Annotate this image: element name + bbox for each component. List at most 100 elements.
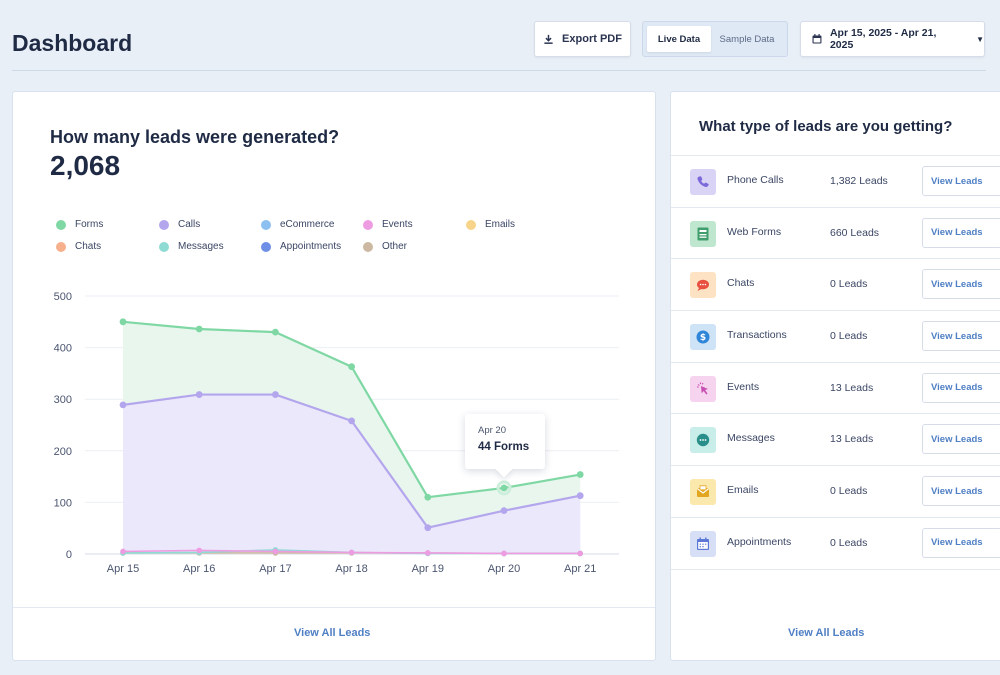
date-range-label: Apr 15, 2025 - Apr 21, 2025 <box>829 27 937 51</box>
x-tick-label: Apr 18 <box>335 563 367 575</box>
tooltip-value: 44 Forms <box>478 441 530 453</box>
lead-type-row-messages: Messages 13 Leads View Leads <box>671 414 1000 467</box>
calendar-icon <box>812 34 822 44</box>
calendar-icon <box>690 530 716 557</box>
chart-title: How many leads were generated? <box>50 127 340 147</box>
legend-item-chats[interactable]: Chats <box>56 241 101 252</box>
sample-data-tab[interactable]: Sample Data <box>719 33 775 45</box>
legend-item-ecommerce[interactable]: eCommerce <box>261 219 334 230</box>
export-pdf-button[interactable]: Export PDF <box>534 21 631 57</box>
lead-type-count: 1,382 Leads <box>830 175 888 187</box>
point-events <box>272 548 279 555</box>
point-forms <box>119 318 127 326</box>
download-icon <box>544 34 553 44</box>
x-tick-label: Apr 15 <box>107 563 139 575</box>
y-tick-label: 500 <box>54 291 72 303</box>
lead-type-name: Messages <box>727 432 775 445</box>
lead-types-title: What type of leads are you getting? <box>699 118 953 135</box>
point-events <box>348 549 355 556</box>
lead-type-count: 0 Leads <box>830 330 868 343</box>
point-calls <box>272 391 279 398</box>
leads-line-chart: 0 100 200 300 400 500 Apr 15 Apr 16 Apr 17 Apr 18… <box>54 291 619 575</box>
legend-dot <box>466 219 476 230</box>
message-icon <box>690 427 716 454</box>
live-data-tab[interactable]: Live Data <box>647 26 711 52</box>
lead-type-count: 13 Leads <box>830 381 874 394</box>
legend-label: Forms <box>75 219 104 230</box>
leads-total: 2,068 <box>50 150 121 181</box>
envelope-icon <box>690 479 716 506</box>
view-leads-button[interactable]: View Leads <box>922 269 1000 300</box>
chat-icon <box>690 272 716 299</box>
legend-label: Chats <box>75 241 102 252</box>
lead-type-count: 0 Leads <box>830 278 868 291</box>
view-leads-button[interactable]: View Leads <box>922 166 1000 196</box>
lead-type-row-emails: Emails 0 Leads View Leads <box>671 466 1000 518</box>
y-tick-label: 200 <box>54 446 72 458</box>
lead-type-row-appointments: Appointments 0 Leads View Leads <box>671 518 1000 570</box>
cursor-click-icon <box>690 375 716 402</box>
point-forms <box>195 325 203 333</box>
legend-label: Calls <box>178 219 201 230</box>
view-leads-button[interactable]: View Leads <box>922 527 1000 558</box>
point-events <box>577 550 583 557</box>
legend-dot <box>159 219 169 230</box>
legend-item-emails[interactable]: Emails <box>466 219 515 230</box>
view-leads-button[interactable]: View Leads <box>922 372 1000 403</box>
legend-item-appointments[interactable]: Appointments <box>261 241 341 252</box>
page-title: Dashboard <box>12 30 133 56</box>
point-forms <box>348 363 355 371</box>
lead-type-count: 0 Leads <box>830 536 868 549</box>
lead-types-card: What type of leads are you getting? Phon… <box>670 91 1000 661</box>
date-range-picker[interactable]: Apr 15, 2025 - Apr 21, 2025 ▼ <box>800 21 985 57</box>
dollar-icon: $ <box>690 324 716 351</box>
legend-label: Other <box>382 241 408 252</box>
chevron-down-icon: ▼ <box>976 34 984 44</box>
point-events <box>196 547 202 554</box>
point-events <box>120 548 126 555</box>
point-events <box>425 550 431 556</box>
point-calls <box>500 507 508 515</box>
lead-type-row-web-forms: Web Forms 660 Leads View Leads <box>671 208 1000 260</box>
legend-item-forms[interactable]: Forms <box>56 219 103 230</box>
legend-dot <box>56 241 66 252</box>
view-all-leads-link[interactable]: View All Leads <box>294 627 371 639</box>
legend-item-other[interactable]: Other <box>363 241 407 252</box>
view-leads-button[interactable]: View Leads <box>922 321 1000 352</box>
highlight-point <box>496 480 512 496</box>
area-calls <box>123 394 581 554</box>
x-tick-label: Apr 19 <box>412 563 444 575</box>
point-forms <box>500 484 508 492</box>
view-leads-button[interactable]: View Leads <box>922 217 1000 248</box>
leads-chart-card: How many leads were generated? 2,068 For… <box>12 91 656 661</box>
lead-type-name: Web Forms <box>727 225 782 238</box>
view-all-leads-link[interactable]: View All Leads <box>788 627 865 639</box>
lead-type-row-chats: Chats 0 Leads View Leads <box>671 259 1000 312</box>
lead-type-row-events: Events 13 Leads View Leads <box>671 363 1000 415</box>
lead-type-count: 660 Leads <box>830 226 880 239</box>
lead-type-name: Appointments <box>727 535 792 548</box>
card-footer-divider <box>13 607 655 608</box>
legend-label: Appointments <box>280 241 342 252</box>
export-pdf-label: Export PDF <box>562 33 622 45</box>
legend-dot <box>363 219 373 230</box>
lead-type-row-transactions: $ Transactions 0 Leads View Leads <box>671 311 1000 363</box>
legend-dot <box>261 219 271 230</box>
svg-text:$: $ <box>700 333 706 343</box>
x-tick-label: Apr 16 <box>183 563 215 575</box>
legend-item-messages[interactable]: Messages <box>159 241 224 252</box>
view-leads-button[interactable]: View Leads <box>922 424 1000 455</box>
x-tick-label: Apr 20 <box>488 563 520 575</box>
point-forms <box>272 328 279 336</box>
view-leads-button[interactable]: View Leads <box>922 476 1000 507</box>
lead-type-name: Transactions <box>727 329 787 342</box>
form-icon <box>690 220 716 247</box>
point-forms <box>576 471 584 478</box>
legend-dot <box>363 241 373 252</box>
lead-type-name: Events <box>727 380 760 393</box>
point-calls <box>576 492 584 500</box>
legend-label: eCommerce <box>280 219 335 230</box>
legend-item-calls[interactable]: Calls <box>159 219 200 230</box>
legend-item-events[interactable]: Events <box>363 219 413 230</box>
lead-type-row-phone-calls: Phone Calls 1,382 Leads View Leads <box>671 156 1000 208</box>
